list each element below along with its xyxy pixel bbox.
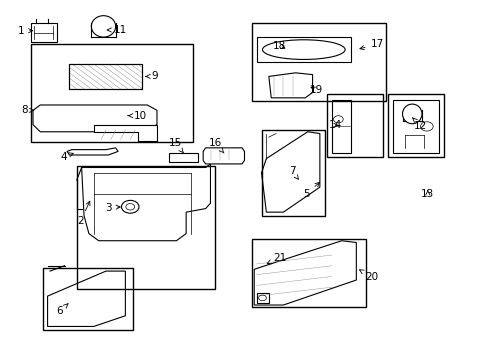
Polygon shape <box>169 153 198 162</box>
Polygon shape <box>81 164 210 241</box>
Polygon shape <box>30 23 57 42</box>
Polygon shape <box>69 64 142 89</box>
Polygon shape <box>331 100 351 153</box>
Ellipse shape <box>262 40 345 59</box>
Text: 7: 7 <box>288 166 298 179</box>
Polygon shape <box>268 73 312 98</box>
Text: 3: 3 <box>105 203 120 212</box>
Polygon shape <box>67 148 118 155</box>
Polygon shape <box>33 105 157 132</box>
Polygon shape <box>47 271 125 327</box>
Text: 4: 4 <box>60 152 73 162</box>
Text: 18: 18 <box>272 41 285 51</box>
Text: 14: 14 <box>328 120 342 130</box>
Bar <box>326 94 382 157</box>
Polygon shape <box>94 125 157 141</box>
Text: 5: 5 <box>303 183 319 199</box>
Text: 12: 12 <box>412 118 426 131</box>
Polygon shape <box>203 148 244 164</box>
Text: 8: 8 <box>21 105 34 115</box>
Polygon shape <box>256 37 351 62</box>
Text: 16: 16 <box>208 138 224 153</box>
Circle shape <box>121 201 139 213</box>
Text: 6: 6 <box>56 304 68 316</box>
Bar <box>251 239 366 307</box>
Text: 10: 10 <box>127 111 146 121</box>
Text: 20: 20 <box>359 270 378 282</box>
Ellipse shape <box>402 104 421 124</box>
Polygon shape <box>261 132 319 212</box>
Text: 1: 1 <box>18 26 33 36</box>
Text: 17: 17 <box>359 39 383 50</box>
Text: 13: 13 <box>420 189 433 199</box>
Polygon shape <box>254 241 356 305</box>
Bar <box>30 44 193 143</box>
Text: 15: 15 <box>168 138 183 153</box>
Text: 2: 2 <box>77 201 90 226</box>
Text: 9: 9 <box>145 71 158 81</box>
Bar <box>42 267 132 330</box>
Bar <box>387 94 443 157</box>
Bar <box>251 23 385 102</box>
Text: 19: 19 <box>309 85 323 95</box>
Text: 21: 21 <box>266 253 285 264</box>
Bar <box>69 64 142 89</box>
Polygon shape <box>256 293 268 303</box>
Bar <box>261 130 324 216</box>
Polygon shape <box>392 100 438 153</box>
Bar <box>77 166 215 289</box>
Text: 11: 11 <box>107 25 127 35</box>
Ellipse shape <box>91 16 116 37</box>
